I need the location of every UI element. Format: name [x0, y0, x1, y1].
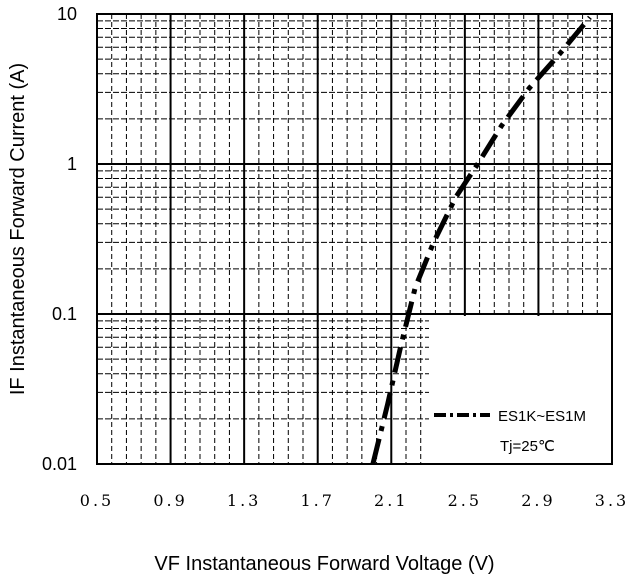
legend: ES1K~ES1M Tj=25℃ — [434, 408, 586, 455]
legend-label: ES1K~ES1M — [498, 408, 586, 425]
plot-frame — [96, 13, 613, 465]
x-tick-label: 3.3 — [595, 491, 629, 510]
x-axis-title: VF Instantaneous Forward Voltage (V) — [154, 553, 494, 575]
y-tick-label: 10 — [57, 4, 77, 24]
x-tick-label: 2.9 — [521, 491, 555, 510]
y-axis-title: IF Instantaneous Forward Current (A) — [7, 63, 29, 395]
y-tick-labels: 0.01 0.1 1 10 — [42, 4, 77, 474]
y-tick-label: 0.1 — [52, 304, 77, 324]
x-tick-label: 0.9 — [153, 491, 187, 510]
y-tick-label: 0.01 — [42, 454, 77, 474]
legend-box — [429, 316, 612, 464]
series-layer — [370, 15, 592, 465]
x-tick-label: 2.1 — [374, 491, 408, 510]
legend-annotation: Tj=25℃ — [500, 438, 555, 455]
x-tick-label: 2.5 — [448, 491, 482, 510]
x-tick-label: 1.3 — [227, 491, 261, 510]
x-tick-labels: 0.5 0.9 1.3 1.7 2.1 2.5 2.9 3.3 — [80, 491, 629, 510]
x-tick-label: 1.7 — [300, 491, 334, 510]
series-line — [370, 15, 592, 465]
y-tick-label: 1 — [67, 154, 77, 174]
x-tick-label: 0.5 — [80, 491, 114, 510]
